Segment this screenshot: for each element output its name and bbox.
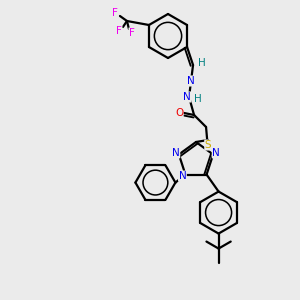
Text: N: N [172,148,180,158]
Text: S: S [205,140,212,150]
Text: F: F [129,28,135,38]
Text: F: F [112,8,118,18]
Text: H: H [198,58,206,68]
Text: N: N [212,148,220,158]
Text: H: H [194,94,202,104]
Text: O: O [175,108,183,118]
Text: N: N [187,76,195,86]
Text: N: N [178,171,186,181]
Text: F: F [116,26,122,36]
Text: N: N [183,92,191,102]
